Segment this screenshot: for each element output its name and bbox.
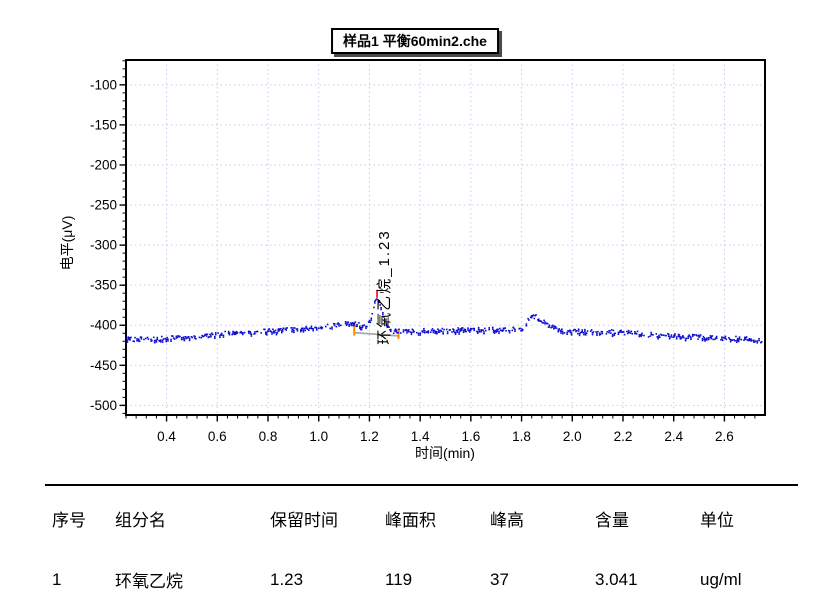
header-cell-6: 单位 bbox=[700, 511, 734, 530]
svg-text:2.6: 2.6 bbox=[715, 429, 734, 444]
peak-integration-markers bbox=[353, 289, 400, 339]
header-cell-2: 保留时间 bbox=[270, 511, 338, 530]
table-header-row: 序号 组分名 保留时间 峰面积 峰高 含量 单位 bbox=[52, 506, 812, 531]
svg-text:2.4: 2.4 bbox=[664, 429, 683, 444]
table-top-rule bbox=[45, 484, 798, 486]
svg-text:-500: -500 bbox=[90, 398, 117, 413]
signal-trace bbox=[125, 298, 763, 344]
chart-title: 样品1 平衡60min2.che bbox=[343, 33, 487, 49]
axis-ticks bbox=[119, 60, 756, 422]
svg-text:-250: -250 bbox=[90, 198, 117, 213]
cell-2: 1.23 bbox=[270, 569, 304, 589]
header-cell-5: 含量 bbox=[595, 511, 629, 530]
cell-1: 环氧乙烷 bbox=[115, 572, 183, 591]
svg-text:-100: -100 bbox=[90, 77, 117, 92]
plot-border bbox=[125, 59, 766, 416]
gridlines bbox=[126, 60, 765, 415]
table-row[interactable]: 1 环氧乙烷 1.23 119 37 3.041 ug/ml bbox=[52, 567, 812, 592]
svg-text:2.0: 2.0 bbox=[563, 429, 582, 444]
svg-text:-200: -200 bbox=[90, 157, 117, 172]
cell-4: 37 bbox=[490, 569, 509, 589]
peak-label: 环氧乙烷_1.23 bbox=[376, 229, 393, 345]
y-axis-title: 电平(μV) bbox=[59, 216, 75, 271]
svg-text:2.2: 2.2 bbox=[614, 429, 633, 444]
header-cell-4: 峰高 bbox=[490, 511, 524, 530]
header-cell-0: 序号 bbox=[52, 511, 86, 530]
cell-6: ug/ml bbox=[700, 569, 742, 589]
svg-text:1.6: 1.6 bbox=[461, 429, 480, 444]
x-axis-title: 时间(min) bbox=[415, 445, 475, 461]
cell-3: 119 bbox=[385, 569, 413, 589]
svg-text:-400: -400 bbox=[90, 318, 117, 333]
cell-0: 1 bbox=[52, 569, 62, 589]
svg-text:1.4: 1.4 bbox=[411, 429, 430, 444]
chromatogram-plot[interactable]: 0.4 0.6 0.8 1.0 1.2 1.4 1.6 1.8 2.0 2.2 2.4 2.6 -100… bbox=[0, 0, 830, 478]
svg-text:0.8: 0.8 bbox=[259, 429, 278, 444]
svg-text:1.2: 1.2 bbox=[360, 429, 379, 444]
svg-text:1.0: 1.0 bbox=[309, 429, 328, 444]
svg-text:0.4: 0.4 bbox=[157, 429, 176, 444]
svg-text:-300: -300 bbox=[90, 238, 117, 253]
header-cell-3: 峰面积 bbox=[385, 511, 436, 530]
cell-5: 3.041 bbox=[595, 569, 638, 589]
svg-text:-450: -450 bbox=[90, 358, 117, 373]
axis-tick-labels: 0.4 0.6 0.8 1.0 1.2 1.4 1.6 1.8 2.0 2.2 2.4 2.6 -100… bbox=[90, 77, 734, 444]
chart-title-box: 样品1 平衡60min2.che bbox=[331, 28, 499, 54]
svg-text:0.6: 0.6 bbox=[208, 429, 227, 444]
header-cell-1: 组分名 bbox=[115, 511, 166, 530]
svg-text:1.8: 1.8 bbox=[512, 429, 531, 444]
results-table: 序号 组分名 保留时间 峰面积 峰高 含量 单位 1 环氧乙烷 1.23 119 37 3.041 ug… bbox=[52, 498, 812, 592]
svg-text:-350: -350 bbox=[90, 278, 117, 293]
svg-text:-150: -150 bbox=[90, 117, 117, 132]
